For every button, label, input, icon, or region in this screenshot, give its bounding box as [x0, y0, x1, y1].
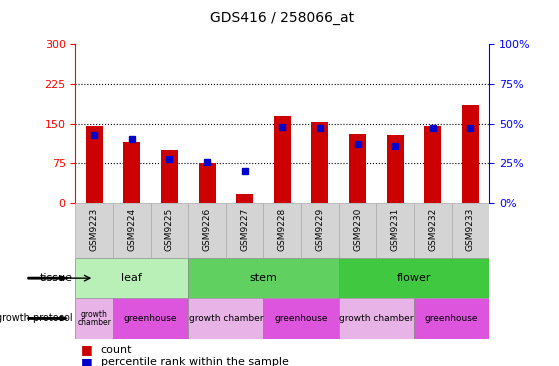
Text: GSM9231: GSM9231 [391, 208, 400, 251]
Bar [86, 126, 103, 203]
Text: greenhouse: greenhouse [425, 314, 479, 323]
Bar [424, 126, 441, 203]
Bar [75, 258, 188, 298]
Bar [414, 298, 489, 339]
Text: GSM9229: GSM9229 [315, 208, 324, 251]
Bar [414, 203, 452, 258]
Bar [188, 203, 226, 258]
Bar [161, 150, 178, 203]
Bar [387, 135, 404, 203]
Bar [349, 134, 366, 203]
Text: count: count [101, 344, 132, 355]
Bar [236, 194, 253, 203]
Text: greenhouse: greenhouse [274, 314, 328, 323]
Bar [113, 298, 188, 339]
Bar [339, 258, 489, 298]
Text: greenhouse: greenhouse [124, 314, 177, 323]
Bar [124, 142, 140, 203]
Bar [376, 203, 414, 258]
Bar [151, 203, 188, 258]
Bar [75, 203, 113, 258]
Text: growth
chamber: growth chamber [77, 310, 111, 327]
Text: growth chamber: growth chamber [339, 314, 414, 323]
Text: GSM9223: GSM9223 [90, 208, 99, 251]
Text: growth chamber: growth chamber [188, 314, 263, 323]
Bar [188, 258, 339, 298]
Text: GSM9227: GSM9227 [240, 208, 249, 251]
Text: GSM9233: GSM9233 [466, 208, 475, 251]
Bar [198, 163, 216, 203]
Text: ■: ■ [81, 343, 93, 356]
Text: GSM9232: GSM9232 [428, 208, 437, 251]
Text: GSM9225: GSM9225 [165, 208, 174, 251]
Bar [263, 298, 339, 339]
Bar [263, 203, 301, 258]
Text: percentile rank within the sample: percentile rank within the sample [101, 357, 288, 366]
Text: tissue: tissue [40, 273, 73, 283]
Bar [188, 298, 263, 339]
Bar [311, 123, 328, 203]
Bar [113, 203, 151, 258]
Text: growth protocol: growth protocol [0, 313, 73, 324]
Bar [226, 203, 263, 258]
Text: GSM9230: GSM9230 [353, 208, 362, 251]
Text: GSM9228: GSM9228 [278, 208, 287, 251]
Bar [75, 298, 113, 339]
Bar [452, 203, 489, 258]
Text: flower: flower [397, 273, 431, 283]
Bar [339, 203, 376, 258]
Bar [301, 203, 339, 258]
Text: GSM9226: GSM9226 [202, 208, 212, 251]
Text: GSM9224: GSM9224 [127, 208, 136, 251]
Text: GDS416 / 258066_at: GDS416 / 258066_at [210, 11, 354, 25]
Text: leaf: leaf [121, 273, 143, 283]
Bar [339, 298, 414, 339]
Text: ■: ■ [81, 356, 93, 366]
Bar [462, 105, 479, 203]
Text: stem: stem [249, 273, 277, 283]
Bar [274, 116, 291, 203]
